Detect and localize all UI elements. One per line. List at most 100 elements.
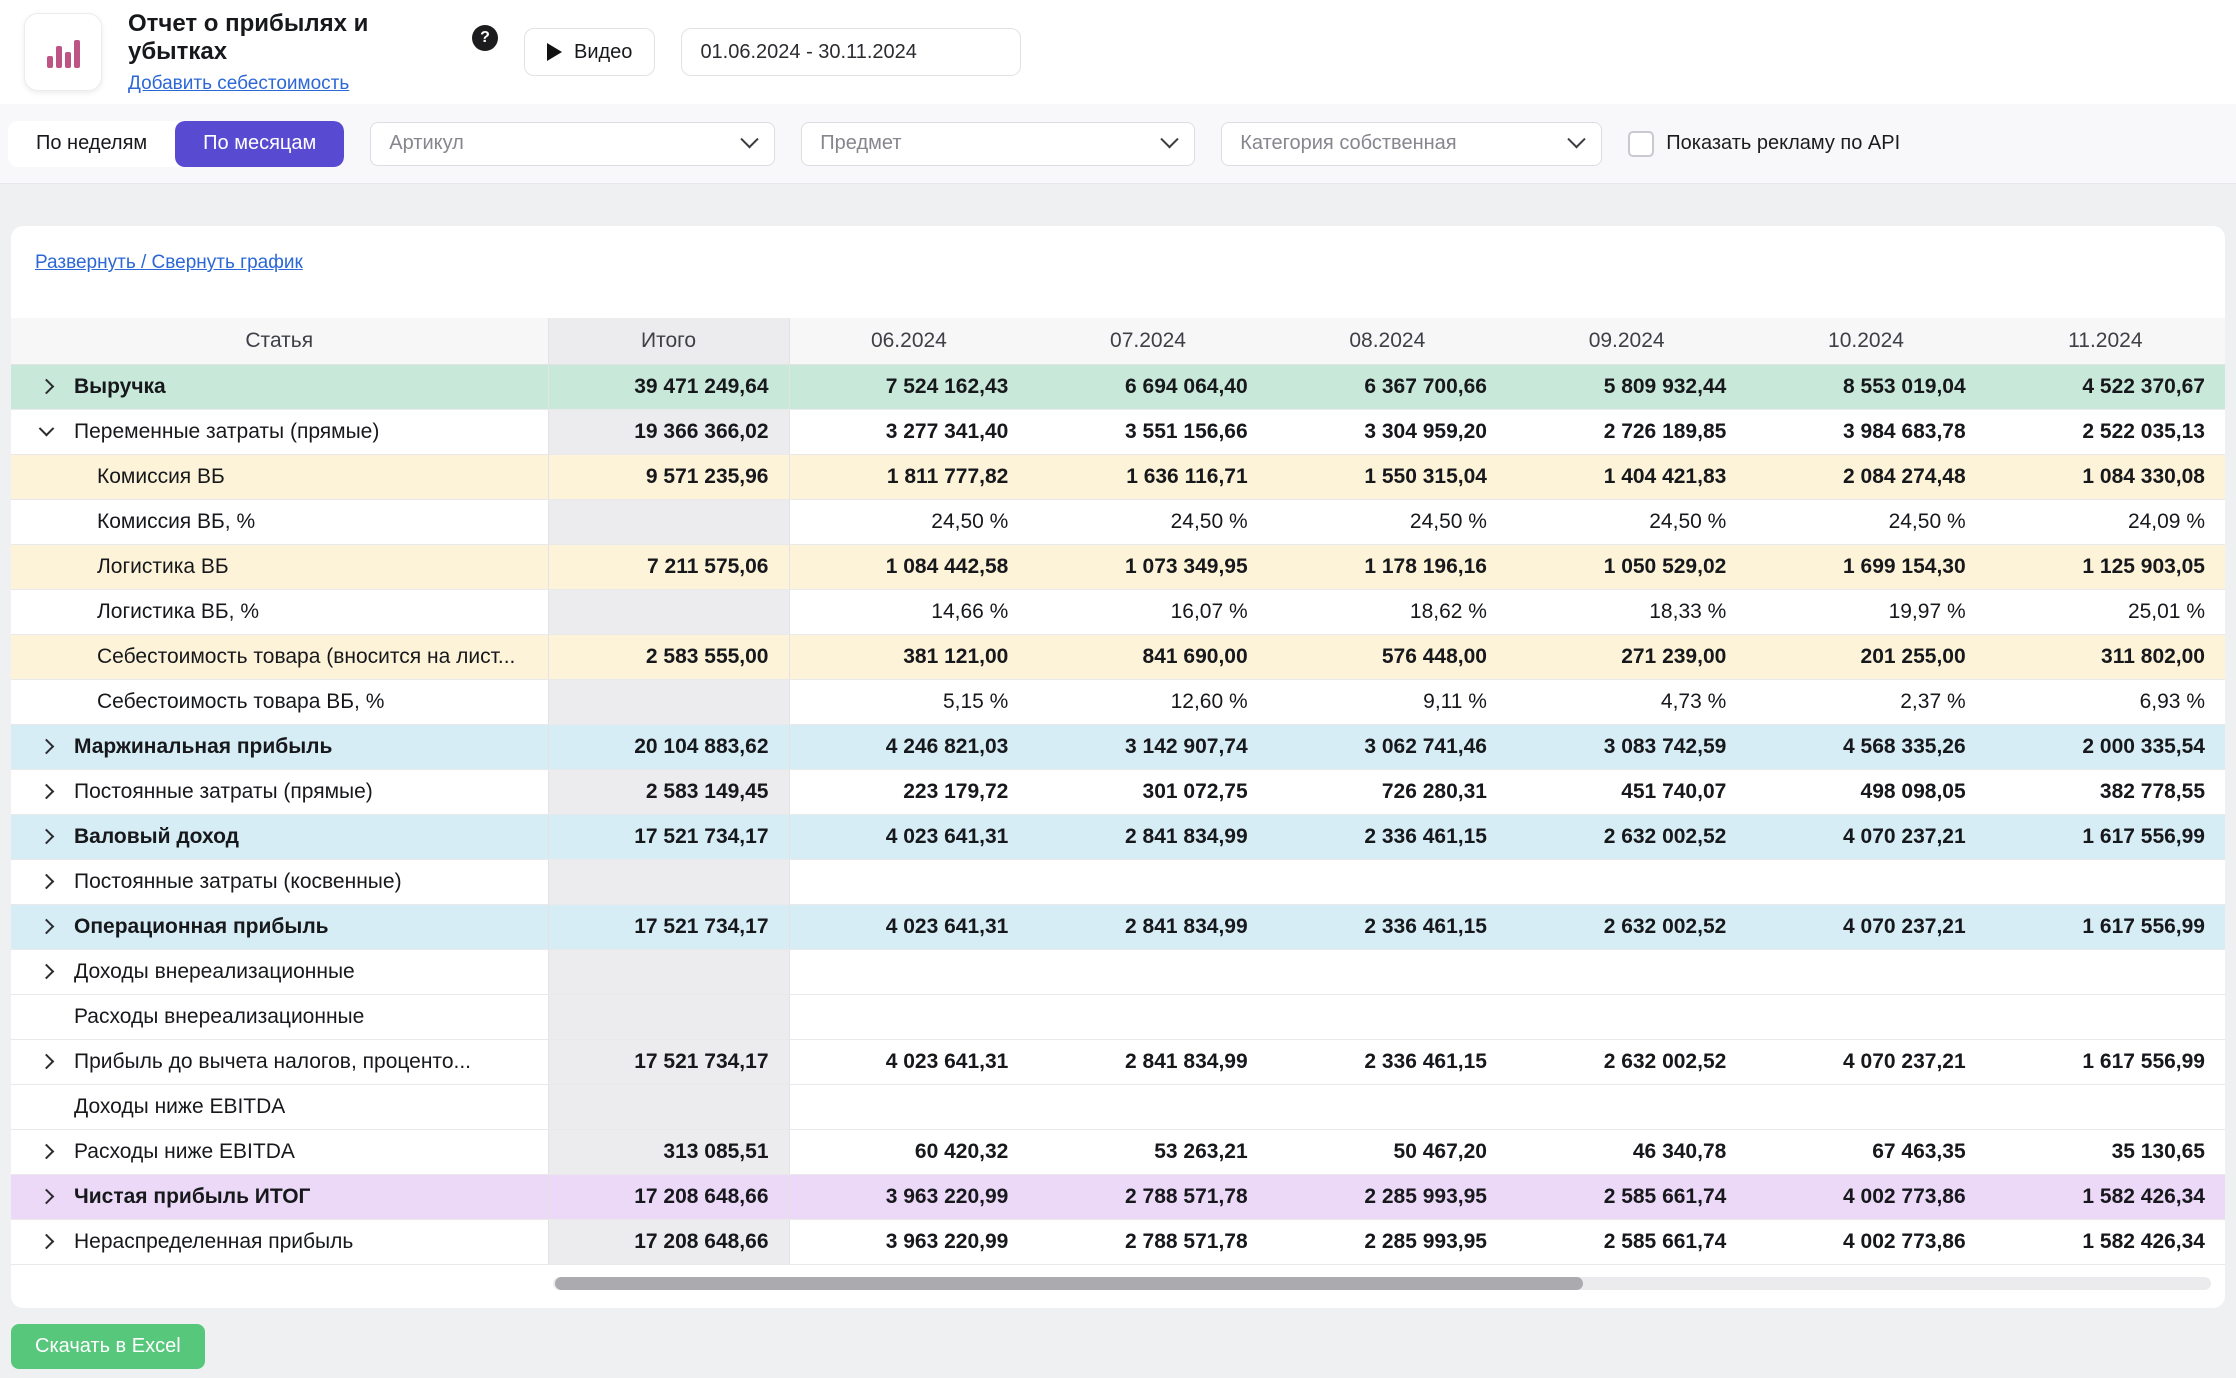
cell-total: 9 571 235,96 — [547, 454, 790, 500]
row-label-cell: Расходы ниже EBITDA — [11, 1129, 548, 1175]
table-row[interactable]: Валовый доход 17 521 734,17 4 023 641,31 2 … — [11, 814, 2225, 860]
table-row[interactable]: Комиссия ВБ, % 24,50 % 24,50 % 24,50 % 24,50… — [11, 499, 2225, 545]
cell-value: 25,01 % — [1985, 589, 2225, 635]
chevron-space — [38, 828, 74, 845]
cell-value: 4 070 237,21 — [1746, 904, 1986, 950]
table-row[interactable]: Доходы внереализационные — [11, 949, 2225, 995]
add-cost-link[interactable]: Добавить себестоимость — [128, 72, 350, 94]
cell-value: 60 420,32 — [789, 1129, 1029, 1175]
table-row[interactable]: Комиссия ВБ 9 571 235,96 1 811 777,82 1 636… — [11, 454, 2225, 500]
app-logo[interactable] — [24, 13, 102, 91]
table-row[interactable]: Себестоимость товара (вносится на лист..… — [11, 634, 2225, 680]
download-excel-button[interactable]: Скачать в Excel — [11, 1324, 205, 1369]
report-panel: Развернуть / Свернуть график Статья Итог… — [11, 226, 2225, 1308]
table-row[interactable]: Постоянные затраты (косвенные) — [11, 859, 2225, 905]
cell-value: 1 073 349,95 — [1028, 544, 1268, 590]
row-label: Маржинальная прибыль — [74, 734, 333, 758]
horizontal-scrollbar[interactable] — [553, 1277, 2211, 1290]
row-label-cell: Маржинальная прибыль — [11, 724, 548, 770]
table-row[interactable]: Себестоимость товара ВБ, % 5,15 % 12,60 % 9… — [11, 679, 2225, 725]
cell-value: 1 582 426,34 — [1985, 1219, 2225, 1265]
table-row[interactable]: Доходы ниже EBITDA — [11, 1084, 2225, 1130]
table-row[interactable]: Логистика ВБ 7 211 575,06 1 084 442,58 1 07… — [11, 544, 2225, 590]
cell-total: 17 521 734,17 — [547, 904, 790, 950]
chevron-right-icon[interactable] — [38, 873, 55, 890]
table-row[interactable]: Нераспределенная прибыль 17 208 648,66 3 9… — [11, 1219, 2225, 1265]
cell-value: 2 522 035,13 — [1985, 409, 2225, 455]
chevron-right-icon[interactable] — [38, 918, 55, 935]
cell-value: 223 179,72 — [789, 769, 1029, 815]
cell-value: 3 083 742,59 — [1506, 724, 1747, 770]
chevron-right-icon[interactable] — [38, 738, 55, 755]
category-select[interactable]: Категория собственная — [1221, 121, 1603, 166]
row-label: Постоянные затраты (прямые) — [74, 779, 373, 803]
row-label-cell: Комиссия ВБ — [11, 454, 548, 500]
cell-value: 3 963 220,99 — [789, 1174, 1029, 1220]
row-label: Себестоимость товара ВБ, % — [97, 689, 385, 713]
chevron-space — [38, 783, 74, 800]
chevron-right-icon[interactable] — [38, 783, 55, 800]
cell-value: 201 255,00 — [1746, 634, 1986, 680]
column-header-statya: Статья — [11, 318, 548, 365]
cell-value — [1985, 1084, 2225, 1130]
cell-value: 5 809 932,44 — [1506, 364, 1747, 410]
cell-value — [1267, 994, 1507, 1040]
cell-value: 1 084 442,58 — [789, 544, 1029, 590]
cell-value: 12,60 % — [1028, 679, 1268, 725]
cell-value: 4 002 773,86 — [1746, 1174, 1986, 1220]
table-row[interactable]: Маржинальная прибыль 20 104 883,62 4 246 8… — [11, 724, 2225, 770]
table-row[interactable]: Расходы внереализационные — [11, 994, 2225, 1040]
video-button[interactable]: Видео — [524, 28, 656, 76]
table-row[interactable]: Логистика ВБ, % 14,66 % 16,07 % 18,62 % 18,3… — [11, 589, 2225, 635]
column-header-month: 07.2024 — [1028, 318, 1268, 365]
play-icon — [547, 43, 562, 61]
chevron-right-icon[interactable] — [38, 1053, 55, 1070]
chevron-down-icon[interactable] — [38, 420, 55, 437]
article-select[interactable]: Артикул — [370, 121, 776, 166]
cell-value: 3 304 959,20 — [1267, 409, 1507, 455]
row-label-cell: Доходы внереализационные — [11, 949, 548, 995]
by-weeks-button[interactable]: По неделям — [8, 121, 175, 167]
cell-value — [1267, 859, 1507, 905]
table-row[interactable]: Операционная прибыль 17 521 734,17 4 023 6… — [11, 904, 2225, 950]
checkbox-icon[interactable] — [1628, 130, 1655, 157]
cell-value: 2 000 335,54 — [1985, 724, 2225, 770]
column-header-itogo: Итого — [547, 318, 790, 365]
cell-value: 1 617 556,99 — [1985, 814, 2225, 860]
chevron-right-icon[interactable] — [38, 828, 55, 845]
cell-total: 2 583 149,45 — [547, 769, 790, 815]
cell-value: 9,11 % — [1267, 679, 1507, 725]
table-row[interactable]: Прибыль до вычета налогов, проценто... 17… — [11, 1039, 2225, 1085]
chevron-right-icon[interactable] — [38, 1233, 55, 1250]
cell-value: 24,50 % — [789, 499, 1029, 545]
column-header-month: 11.2024 — [1985, 318, 2225, 365]
table-row[interactable]: Переменные затраты (прямые) 19 366 366,02… — [11, 409, 2225, 455]
cell-value — [1985, 859, 2225, 905]
table-row[interactable]: Постоянные затраты (прямые) 2 583 149,45 2… — [11, 769, 2225, 815]
help-icon[interactable]: ? — [472, 24, 498, 51]
date-range-input[interactable]: 01.06.2024 - 30.11.2024 — [681, 28, 1022, 76]
cell-value — [1506, 859, 1747, 905]
cell-value — [789, 949, 1029, 995]
table-row[interactable]: Расходы ниже EBITDA 313 085,51 60 420,32 53… — [11, 1129, 2225, 1175]
article-select-placeholder: Артикул — [389, 132, 464, 154]
cell-value: 498 098,05 — [1746, 769, 1986, 815]
cell-value — [1746, 859, 1986, 905]
cell-value — [1506, 1084, 1747, 1130]
table-header-row: Статья Итого 06.2024 07.2024 08.2024 09.… — [11, 318, 2225, 365]
chevron-right-icon[interactable] — [38, 963, 55, 980]
scrollbar-thumb[interactable] — [555, 1277, 1583, 1290]
chart-toggle-link[interactable]: Развернуть / Свернуть график — [35, 252, 303, 273]
table-row[interactable]: Чистая прибыль ИТОГ 17 208 648,66 3 963 22… — [11, 1174, 2225, 1220]
chevron-right-icon[interactable] — [38, 1143, 55, 1160]
column-header-month: 08.2024 — [1267, 318, 1507, 365]
chevron-right-icon[interactable] — [38, 1188, 55, 1205]
table-row[interactable]: Выручка 39 471 249,64 7 524 162,43 6 694 06… — [11, 364, 2225, 410]
chevron-right-icon[interactable] — [38, 378, 55, 395]
cell-value — [789, 859, 1029, 905]
row-label-cell: Постоянные затраты (прямые) — [11, 769, 548, 815]
subject-select[interactable]: Предмет — [801, 121, 1196, 166]
cell-value: 1 550 315,04 — [1267, 454, 1507, 500]
by-months-button[interactable]: По месяцам — [175, 120, 345, 167]
show-ads-api-checkbox[interactable]: Показать рекламу по API — [1628, 130, 1900, 157]
